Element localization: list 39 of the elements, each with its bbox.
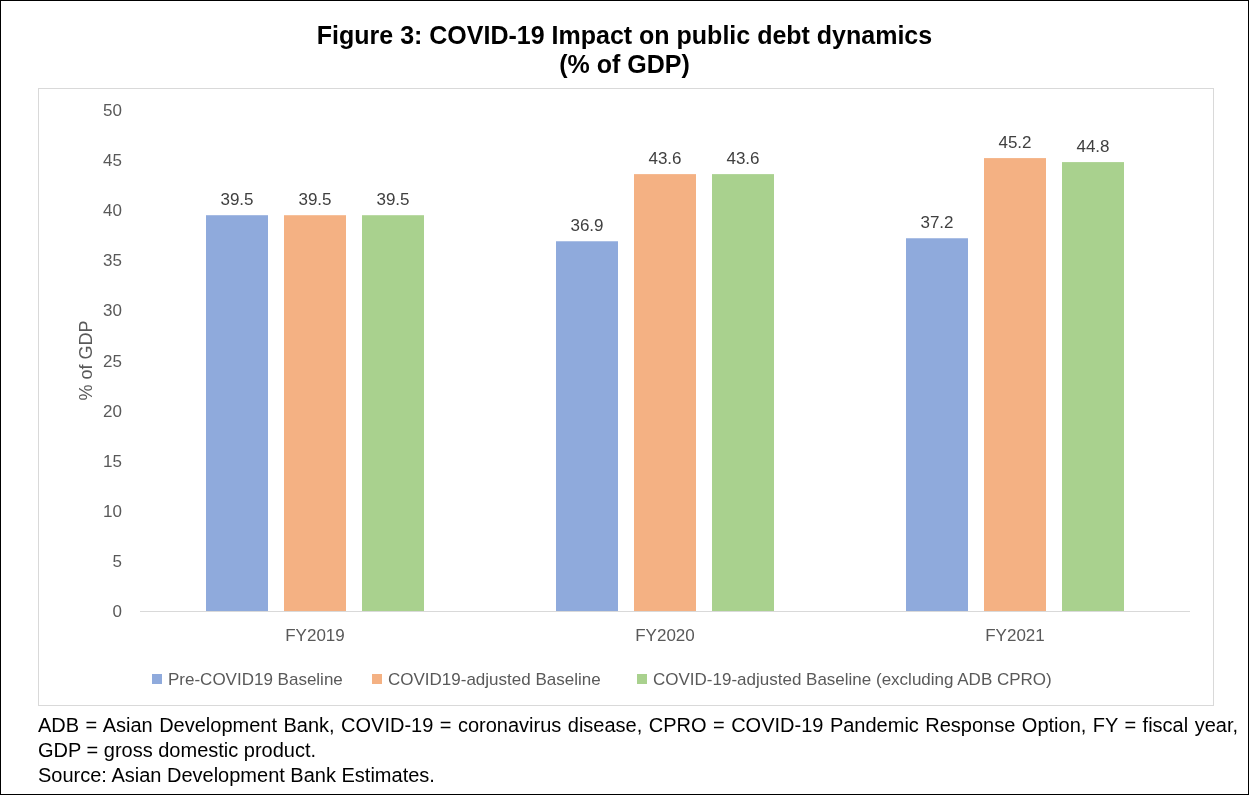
y-tick-label: 50 bbox=[103, 101, 122, 120]
y-tick-label: 30 bbox=[103, 301, 122, 321]
y-tick-label: 35 bbox=[103, 251, 122, 271]
data-label: 37.2 bbox=[920, 213, 954, 233]
data-label: 43.6 bbox=[648, 149, 682, 169]
x-tick-label: FY2020 bbox=[635, 626, 695, 645]
data-label: 44.8 bbox=[1076, 137, 1110, 157]
bar bbox=[206, 215, 268, 611]
x-tick-label: FY2019 bbox=[285, 626, 345, 645]
y-tick-label: 15 bbox=[103, 451, 122, 471]
y-tick-label: 5 bbox=[112, 551, 122, 571]
bar bbox=[984, 158, 1046, 611]
data-label: 43.6 bbox=[726, 149, 760, 169]
y-axis-title: % of GDP bbox=[76, 320, 96, 401]
legend-label: COVID19-adjusted Baseline bbox=[388, 670, 601, 689]
bar bbox=[556, 241, 618, 611]
y-tick-label: 20 bbox=[103, 401, 122, 421]
bar bbox=[712, 174, 774, 611]
data-label: 45.2 bbox=[998, 133, 1032, 153]
chart-title: Figure 3: COVID-19 Impact on public debt dynamics (% of GDP) bbox=[316, 21, 933, 78]
y-tick-label: 0 bbox=[112, 602, 122, 621]
bar bbox=[284, 215, 346, 611]
bar bbox=[362, 215, 424, 611]
bar bbox=[634, 174, 696, 611]
data-label: 39.5 bbox=[376, 190, 410, 210]
data-label: 36.9 bbox=[570, 216, 604, 236]
y-tick-label: 10 bbox=[103, 501, 122, 521]
y-tick-label: 40 bbox=[103, 201, 122, 221]
legend-label: COVID-19-adjusted Baseline (excluding ADB CPRO) bbox=[653, 670, 1052, 689]
x-tick-label: FY2021 bbox=[985, 626, 1045, 645]
y-tick-label: 45 bbox=[103, 151, 122, 171]
bar bbox=[906, 238, 968, 611]
text: ADB = Asian Development Bank, COVID-19 = coronavirus disease, CPRO = COVID-19 Pandemic Response Option, FY = fiscal year, GDP = gross domestic product. bbox=[38, 713, 1238, 763]
legend-label: Pre-COVID19 Baseline bbox=[168, 670, 343, 689]
data-label: 39.5 bbox=[220, 190, 254, 210]
source-note: Source: Asian Development Bank Estimates. bbox=[38, 763, 436, 788]
bar bbox=[1062, 162, 1124, 611]
data-label: 39.5 bbox=[298, 190, 332, 210]
y-tick-label: 25 bbox=[103, 351, 122, 371]
